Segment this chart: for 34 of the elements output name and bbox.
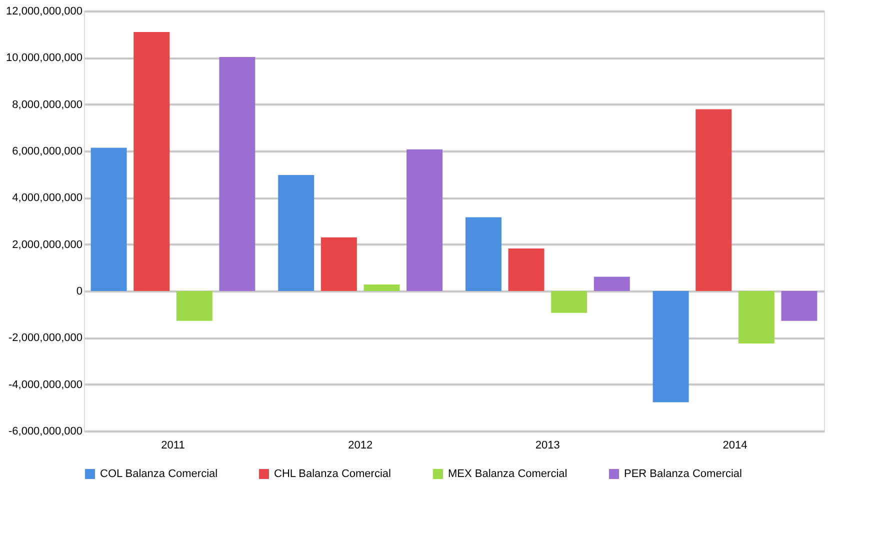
bar [406,149,443,291]
bar [219,56,256,291]
bar [364,284,400,291]
bar [465,217,502,291]
bar [508,248,544,291]
legend-label: CHL Balanza Comercial [274,468,391,480]
x-tick-label: 2012 [348,440,373,452]
y-tick-label: -2,000,000,000 [8,332,82,344]
x-tick-label: 2013 [535,440,560,452]
bar [176,291,212,321]
y-tick-label: 12,000,000,000 [6,6,82,18]
y-tick-label: 8,000,000,000 [12,98,82,111]
y-tick-label: 4,000,000,000 [12,192,82,204]
legend-label: COL Balanza Comercial [100,468,218,480]
legend-label: PER Balanza Comercial [624,468,742,480]
bar [278,175,314,291]
bar [320,237,357,291]
bar [134,32,170,291]
x-tick-label: 2011 [161,440,185,452]
y-tick-label: 0 [76,286,82,298]
bar [781,291,818,321]
y-tick-label: -4,000,000,000 [8,378,82,391]
bar [90,148,127,291]
y-tick-label: 6,000,000,000 [12,146,82,158]
y-tick-label: 2,000,000,000 [12,238,82,251]
y-tick-label: 10,000,000,000 [6,52,82,64]
bar [696,109,732,291]
bar [551,291,588,313]
bar [594,276,630,291]
x-tick-label: 2014 [722,440,748,452]
bar [652,291,689,402]
bar [738,291,774,344]
legend-label: MEX Balanza Comercial [448,468,568,480]
y-tick-label: -6,000,000,000 [8,426,82,438]
